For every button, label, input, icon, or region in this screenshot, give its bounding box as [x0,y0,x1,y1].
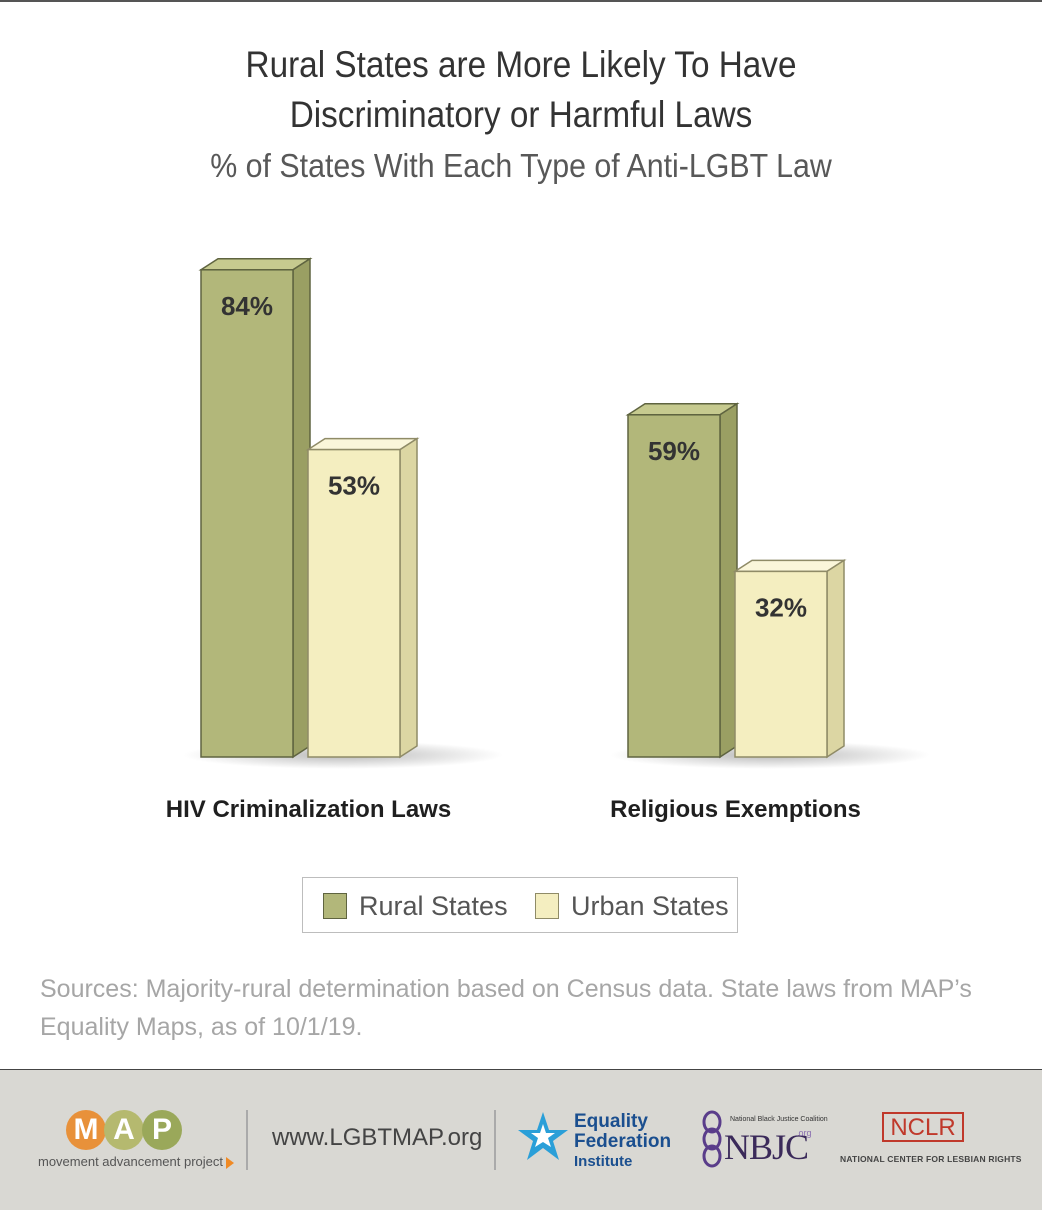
equality-federation-logo[interactable]: Equality Federation Institute [516,1110,686,1170]
nclr-logo[interactable]: NCLR NATIONAL CENTER FOR LESBIAN RIGHTS [840,1110,1021,1170]
bar-value-label: 32% [755,592,807,622]
chain-icon [702,1110,722,1168]
footer-divider [494,1110,496,1170]
nbjc-small-text: National Black Justice Coalition [730,1116,828,1123]
play-arrow-icon [225,1156,234,1169]
legend-label-urban: Urban States [571,890,729,921]
bar-rural-states-1 [625,402,740,759]
nclr-name: NATIONAL CENTER FOR LESBIAN RIGHTS [840,1154,1022,1164]
map-logo-a: A [104,1110,144,1150]
bar-chart: 84% 53% HIV Criminalization Laws 59% 32% Reli… [166,257,930,823]
legend-item-rural: Rural States [323,878,508,934]
map-tagline: movement advancement project [38,1154,223,1169]
nbjc-org: .org [796,1128,812,1138]
nbjc-wordmark: NBJC [724,1127,809,1167]
legend-swatch-rural [323,893,347,919]
nclr-wordmark: NCLR [882,1112,964,1142]
footer: M A P movement advancement project www.L… [0,1070,1042,1210]
nbjc-logo[interactable]: National Black Justice Coalition NBJC .o… [700,1110,828,1172]
star-icon [518,1112,568,1160]
category-label: Religious Exemptions [610,796,861,823]
efi-line-1: Equality [574,1111,648,1132]
chart-subtitle: % of States With Each Type of Anti-LGBT … [210,147,832,184]
chart-title-line-2: Discriminatory or Harmful Laws [289,94,753,135]
website-link[interactable]: www.LGBTMAP.org [272,1124,483,1151]
top-rule [0,0,1042,2]
efi-line-2: Federation [574,1131,672,1152]
bar-urban-states-1 [732,559,847,759]
category-label: HIV Criminalization Laws [166,796,451,823]
map-logo-p: P [142,1110,182,1150]
bar-urban-states-0 [305,437,420,759]
map-logo[interactable]: M A P movement advancement project [38,1110,234,1172]
chart-title: Rural States are More Likely To Have Dis… [52,40,990,140]
bar-value-label: 84% [221,291,273,321]
chart-title-line-1: Rural States are More Likely To Have [245,44,797,85]
legend-item-urban: Urban States [535,878,729,934]
legend-label-rural: Rural States [359,890,508,921]
bar-value-label: 59% [648,436,700,466]
map-logo-m: M [66,1110,106,1150]
footer-divider [246,1110,248,1170]
sources-note: Sources: Majority-rural determination ba… [40,975,972,1041]
chart-legend: Rural States Urban States [302,877,738,933]
bar-rural-states-0 [198,257,313,759]
bar-value-label: 53% [328,471,380,501]
efi-line-3: Institute [574,1153,633,1170]
legend-swatch-urban [535,893,559,919]
